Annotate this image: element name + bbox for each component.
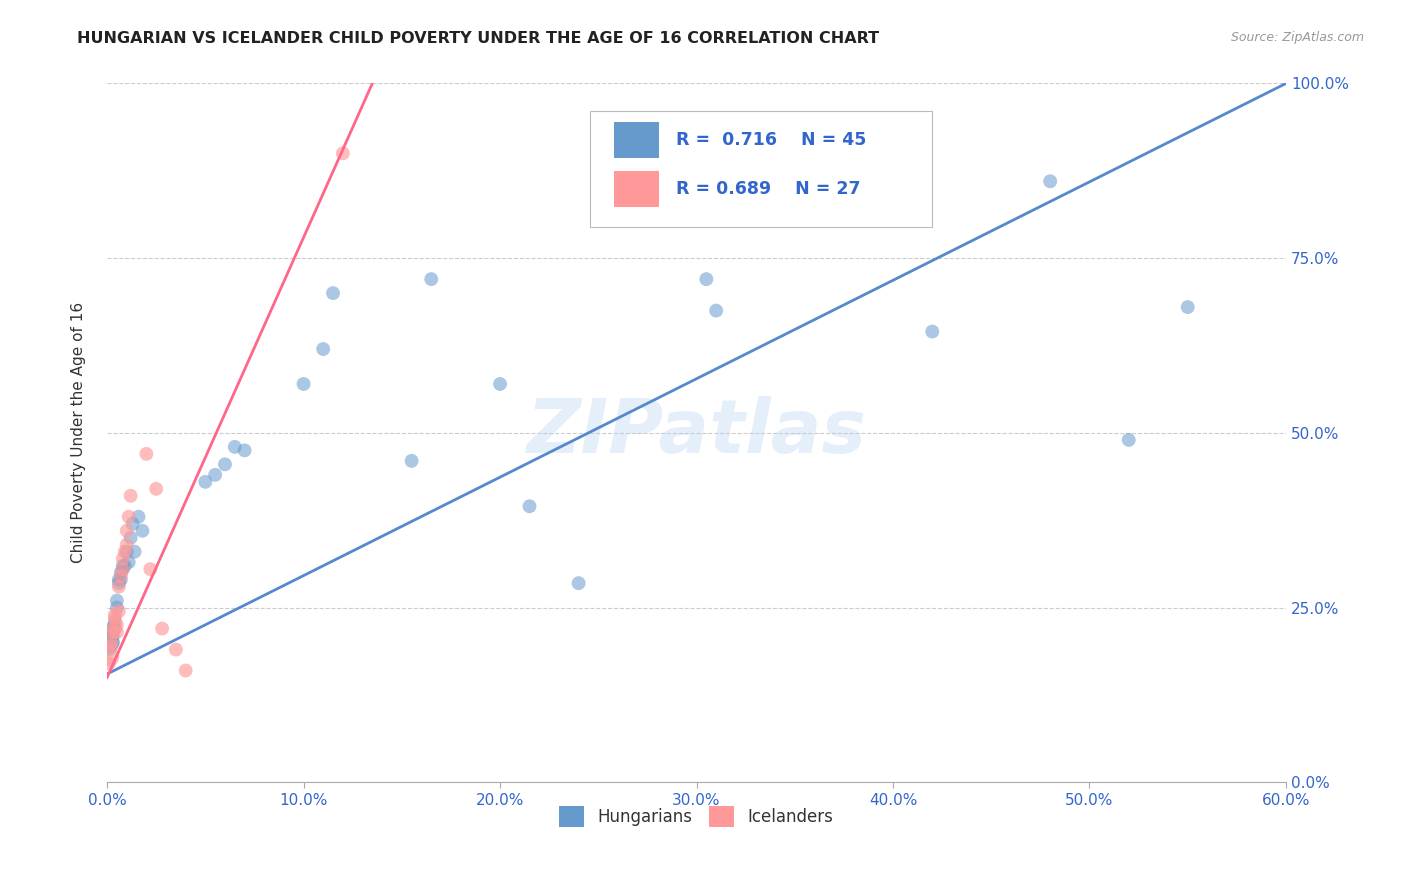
Point [101,622,124,636]
Point [100,622,122,636]
Point [695,272,717,286]
Text: HUNGARIAN VS ICELANDER CHILD POVERTY UNDER THE AGE OF 16 CORRELATION CHART: HUNGARIAN VS ICELANDER CHILD POVERTY UND… [77,31,880,46]
Text: R = 0.689    N = 27: R = 0.689 N = 27 [676,180,860,198]
Point [105,618,128,632]
Point [115,524,138,538]
Point [111,558,134,573]
Point [115,538,138,552]
Point [568,576,591,591]
Point [98,635,121,649]
Legend: Hungarians, Icelanders: Hungarians, Icelanders [553,800,841,833]
Point [150,622,173,636]
Point [101,622,124,636]
Point [114,558,136,573]
Point [101,625,124,640]
Point [214,458,236,472]
Point [165,642,187,657]
FancyBboxPatch shape [591,112,932,227]
Point [104,607,127,622]
Point [111,562,134,576]
Point [489,376,512,391]
Point [174,664,197,678]
Point [108,576,131,591]
Text: Source: ZipAtlas.com: Source: ZipAtlas.com [1230,31,1364,45]
Point [104,611,127,625]
Point [519,500,541,514]
Point [101,635,124,649]
Point [312,342,335,356]
Point [224,440,246,454]
FancyBboxPatch shape [614,122,659,158]
Point [139,562,162,576]
Point [921,325,943,339]
Point [145,482,167,496]
Point [292,376,315,391]
Point [100,639,122,653]
Point [98,657,121,671]
Point [111,551,134,566]
Point [135,447,157,461]
Point [1039,174,1062,188]
Point [204,467,226,482]
FancyBboxPatch shape [614,170,659,207]
Point [100,629,122,643]
Point [115,545,138,559]
Point [114,545,136,559]
Point [332,146,354,161]
Point [104,622,127,636]
Point [121,516,143,531]
Point [420,272,443,286]
Point [108,573,131,587]
Point [104,615,127,629]
Point [194,475,217,489]
Text: R =  0.716    N = 45: R = 0.716 N = 45 [676,131,868,149]
Point [108,604,131,618]
Point [100,639,122,653]
Point [322,286,344,301]
Point [110,573,132,587]
Point [118,509,141,524]
Point [105,593,128,607]
Point [124,545,146,559]
Point [233,443,256,458]
Point [100,635,122,649]
Point [131,524,153,538]
Point [110,566,132,580]
Point [105,600,128,615]
Point [98,642,121,657]
Y-axis label: Child Poverty Under the Age of 16: Child Poverty Under the Age of 16 [72,302,86,564]
Point [108,580,131,594]
Point [98,649,121,664]
Point [101,629,124,643]
Point [1177,300,1199,314]
Point [1118,433,1140,447]
Point [704,303,727,318]
Point [120,531,142,545]
Point [128,509,150,524]
Point [110,569,132,583]
Point [105,625,128,640]
Point [120,489,142,503]
Point [118,555,141,569]
Point [401,454,423,468]
Text: ZIPatlas: ZIPatlas [526,396,866,469]
Point [111,562,134,576]
